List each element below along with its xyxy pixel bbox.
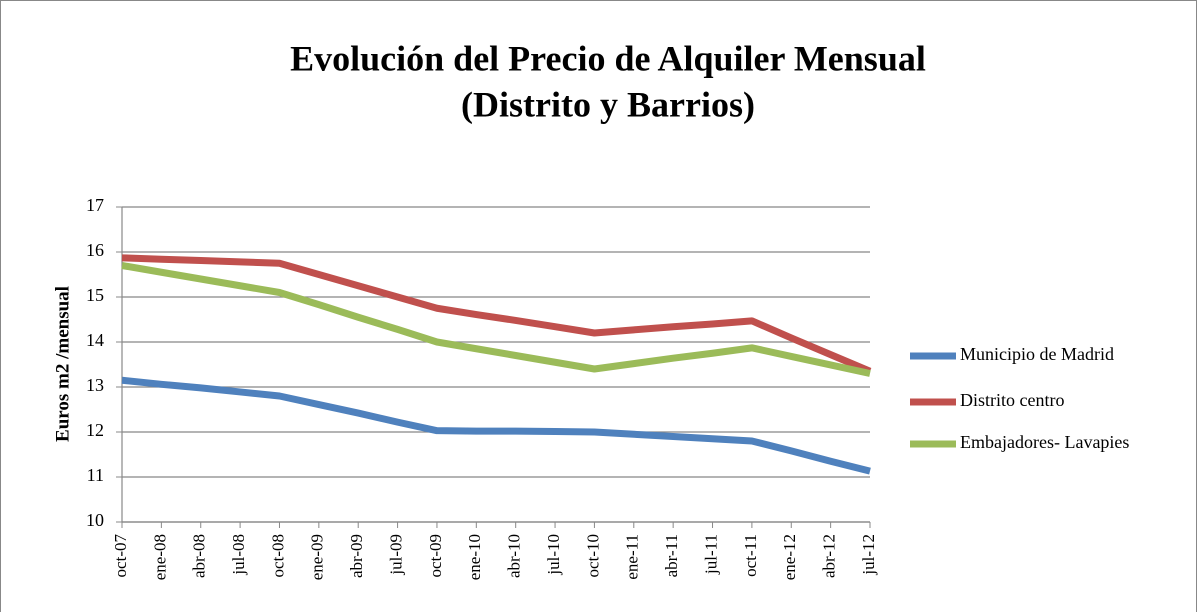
legend-label: Municipio de Madrid: [960, 344, 1114, 364]
x-tick-label: oct-11: [741, 534, 760, 577]
x-tick-label: jul-09: [386, 534, 405, 576]
x-tick-label: oct-09: [426, 534, 445, 577]
x-tick-label: abr-10: [505, 534, 524, 578]
series-line: [121, 262, 871, 377]
y-tick-label: 12: [86, 420, 104, 440]
x-tick-label: ene-08: [150, 534, 169, 580]
legend-label: Embajadores- Lavapies: [960, 432, 1129, 452]
x-tick-label: abr-12: [820, 534, 839, 578]
x-tick-label: ene-11: [623, 534, 642, 580]
x-tick-label: abr-08: [190, 534, 209, 578]
y-tick-label: 15: [86, 285, 104, 305]
y-tick-label: 16: [86, 240, 104, 260]
x-tick-label: jul-12: [859, 534, 878, 576]
x-tick-label: oct-07: [111, 534, 130, 578]
series-line: [121, 376, 871, 475]
y-tick-label: 10: [86, 510, 104, 530]
y-tick-label: 13: [86, 375, 104, 395]
x-tick-label: abr-11: [662, 534, 681, 577]
x-tick-label: ene-12: [780, 534, 799, 580]
x-tick-label: oct-08: [268, 534, 287, 577]
x-tick-label: ene-10: [465, 534, 484, 580]
x-tick-label: jul-08: [229, 534, 248, 576]
legend-label: Distrito centro: [960, 390, 1064, 410]
x-tick-label: jul-10: [544, 534, 563, 576]
chart-title: (Distrito y Barrios): [461, 84, 755, 124]
series-line: [121, 254, 872, 375]
chart-title: Evolución del Precio de Alquiler Mensual: [290, 38, 926, 78]
y-axis-label: Euros m2 /mensual: [52, 286, 73, 442]
y-tick-label: 11: [87, 465, 104, 485]
x-tick-label: oct-10: [583, 534, 602, 577]
y-tick-label: 17: [86, 195, 104, 215]
x-tick-label: jul-11: [701, 534, 720, 575]
y-tick-label: 14: [86, 330, 104, 350]
x-tick-label: abr-09: [347, 534, 366, 578]
x-tick-label: ene-09: [308, 534, 327, 580]
